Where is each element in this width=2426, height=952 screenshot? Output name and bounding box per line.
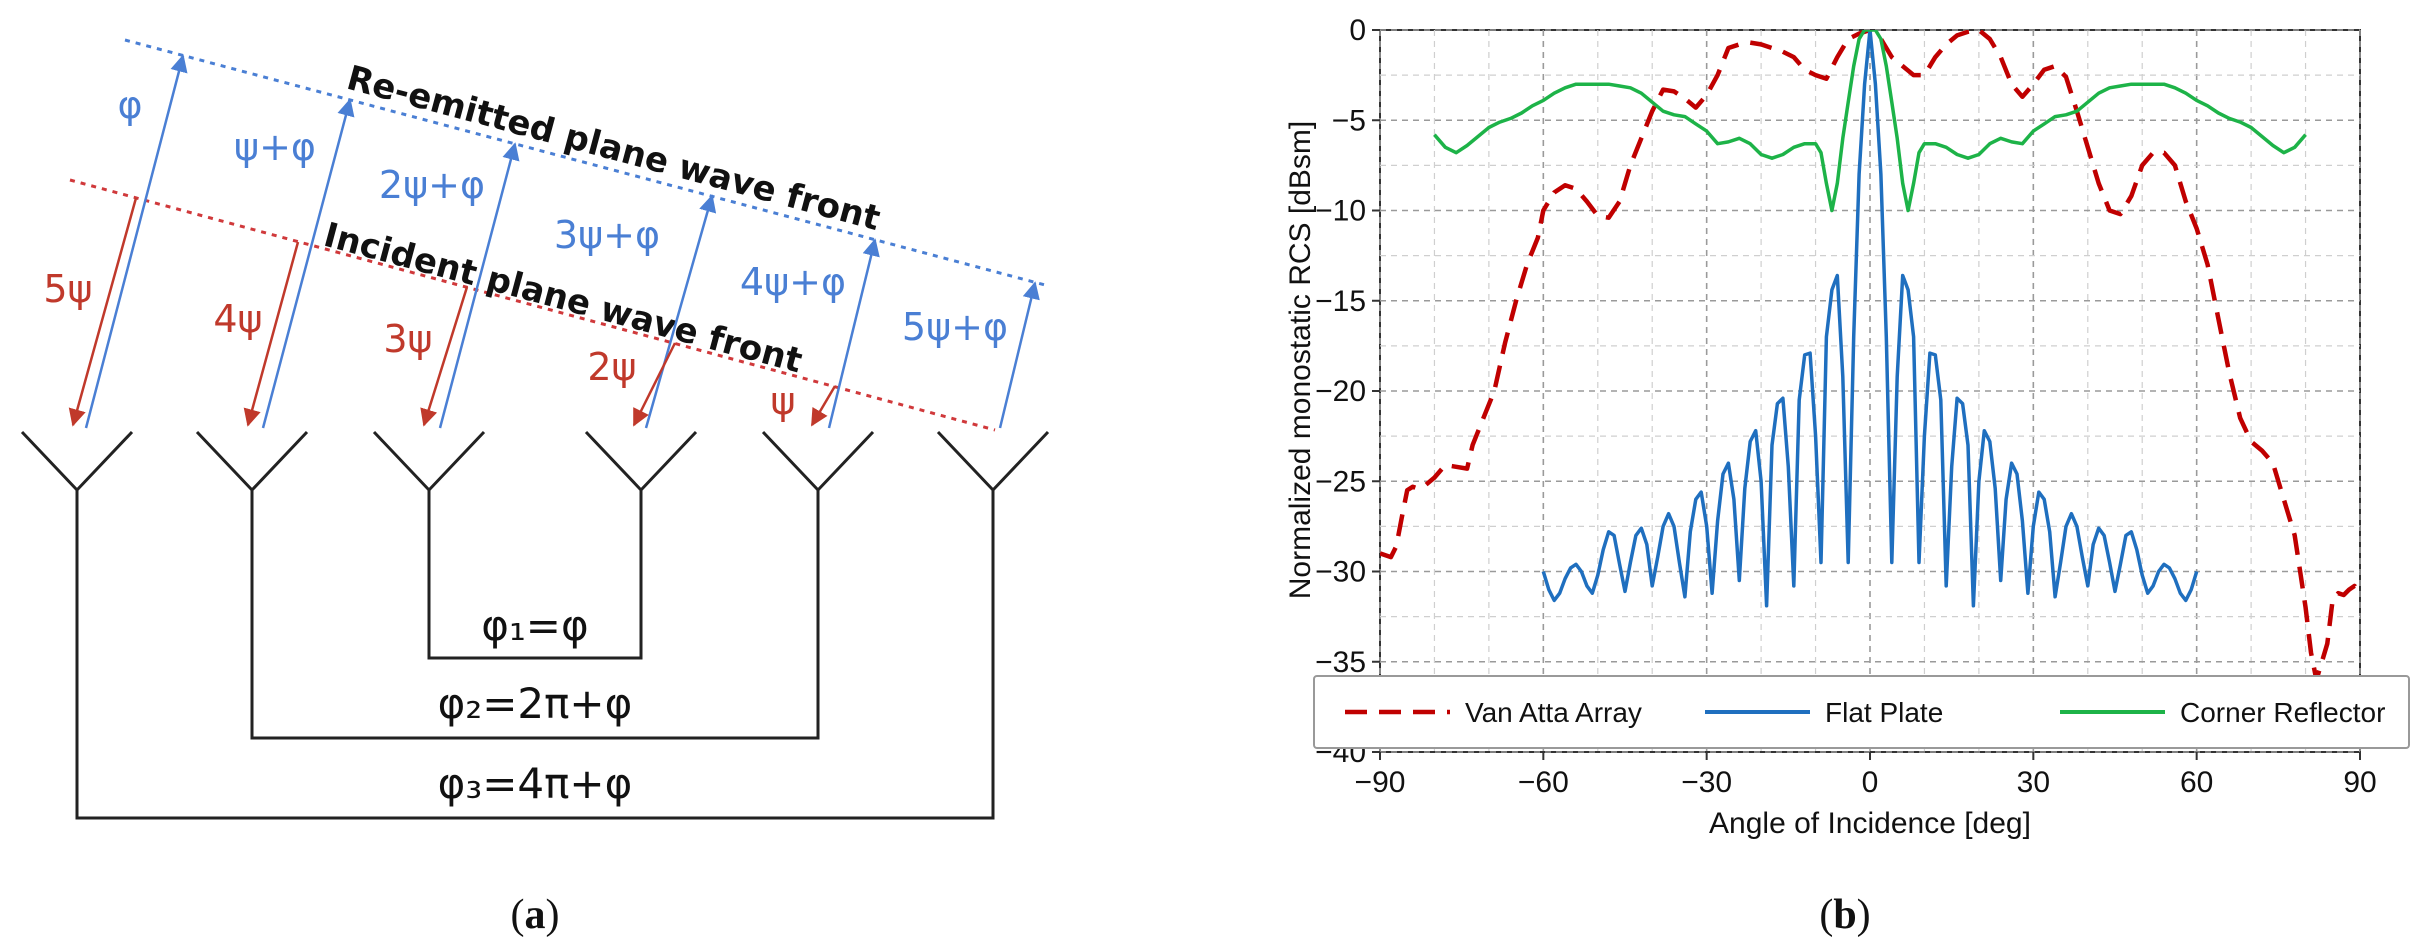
incident-phase-label: 3ψ: [383, 317, 432, 361]
van-atta-diagram: Re-emitted plane wave front Incident pla…: [20, 38, 1050, 938]
incident-phase-label: 5ψ: [43, 267, 92, 311]
antenna-element: [20, 430, 134, 493]
y-tick-label: −10: [1315, 195, 1366, 228]
feed-line-inner: [427, 490, 643, 660]
reemitted-wavefront-label: Re-emitted plane wave front: [343, 58, 885, 239]
x-axis-label: Angle of Incidence [deg]: [1709, 807, 2031, 840]
incident-phase-label: 4ψ: [213, 297, 262, 341]
reemitted-arrow: [644, 194, 717, 429]
reemitted-wavefront-line: [124, 38, 1046, 287]
phase-arrows: φ ψ+φ 2ψ+φ 3ψ+φ 4ψ+φ 5ψ+φ 5ψ 4ψ 3ψ 2ψ ψ: [43, 54, 1040, 429]
axis-ticks: −90 −60 −30 0 30 60 900−5−10−15−20−25−30−35−40: [1315, 14, 2377, 799]
y-tick-label: 0: [1349, 14, 1366, 47]
x-tick-label: 0: [1862, 766, 1879, 799]
reemitted-phase-label: 5ψ+φ: [902, 305, 1008, 349]
y-axis-label: Normalized monostatic RCS [dBsm]: [1284, 121, 1317, 599]
reemitted-phase-label: φ: [117, 83, 142, 127]
antenna-element: [936, 430, 1050, 493]
panel-b-label: (b): [1819, 892, 1870, 938]
reemitted-phase-label: 3ψ+φ: [554, 213, 660, 257]
incident-arrow: [243, 241, 300, 427]
y-tick-label: −15: [1315, 285, 1366, 318]
x-tick-label: −30: [1681, 766, 1732, 799]
reemitted-phase-label: ψ+φ: [234, 125, 316, 169]
incident-arrow: [810, 385, 837, 427]
y-tick-label: −5: [1332, 104, 1366, 137]
series-lines: [1380, 30, 2360, 683]
reemitted-arrow: [998, 281, 1040, 429]
reemitted-arrow: [438, 142, 520, 429]
y-tick-label: −35: [1315, 646, 1366, 679]
reemitted-arrow: [261, 98, 355, 429]
phase-label-3: φ₃=4π+φ: [438, 759, 633, 808]
phase-label-2: φ₂=2π+φ: [438, 679, 633, 728]
x-tick-label: 60: [2180, 766, 2213, 799]
x-tick-label: −60: [1518, 766, 1569, 799]
feed-line-outer: [75, 490, 995, 820]
legend-label-flat-plate: Flat Plate: [1825, 697, 1943, 728]
incident-phase-label: 2ψ: [587, 345, 636, 389]
antenna-array: [20, 430, 1050, 512]
y-tick-label: −25: [1315, 465, 1366, 498]
phase-label-1: φ₁=φ: [481, 601, 588, 650]
antenna-element: [761, 430, 875, 493]
x-tick-label: −90: [1355, 766, 1406, 799]
y-tick-label: −30: [1315, 556, 1366, 589]
reemitted-arrow: [827, 238, 880, 429]
feed-network: [75, 490, 995, 820]
rcs-chart: −90 −60 −30 0 30 60 900−5−10−15−20−25−30−35−40…: [1284, 14, 2410, 938]
x-tick-label: 30: [2017, 766, 2050, 799]
x-tick-label: 90: [2343, 766, 2376, 799]
antenna-element: [372, 430, 486, 493]
legend-label-corner-reflector: Corner Reflector: [2180, 697, 2385, 728]
incident-arrow: [68, 197, 138, 427]
legend-box: [1313, 675, 2410, 749]
y-tick-label: −20: [1315, 375, 1366, 408]
series-flat-plate-line: [1541, 30, 2199, 608]
incident-phase-label: ψ: [770, 379, 795, 423]
legend: Van Atta Array Flat Plate Corner Reflector: [1313, 675, 2410, 749]
reemitted-phase-label: 4ψ+φ: [740, 260, 846, 304]
incident-arrow: [632, 342, 677, 427]
series-van-atta-array-line: [1380, 30, 2360, 683]
antenna-element: [195, 430, 309, 493]
reemitted-arrow: [84, 54, 188, 429]
series-corner-reflector-line: [1433, 30, 2307, 213]
feed-line-middle: [250, 490, 820, 740]
panel-a-label: (a): [511, 892, 560, 938]
incident-arrow: [420, 286, 469, 427]
antenna-element: [584, 430, 698, 493]
legend-label-van-atta-array: Van Atta Array: [1465, 697, 1642, 728]
reemitted-phase-label: 2ψ+φ: [379, 163, 485, 207]
